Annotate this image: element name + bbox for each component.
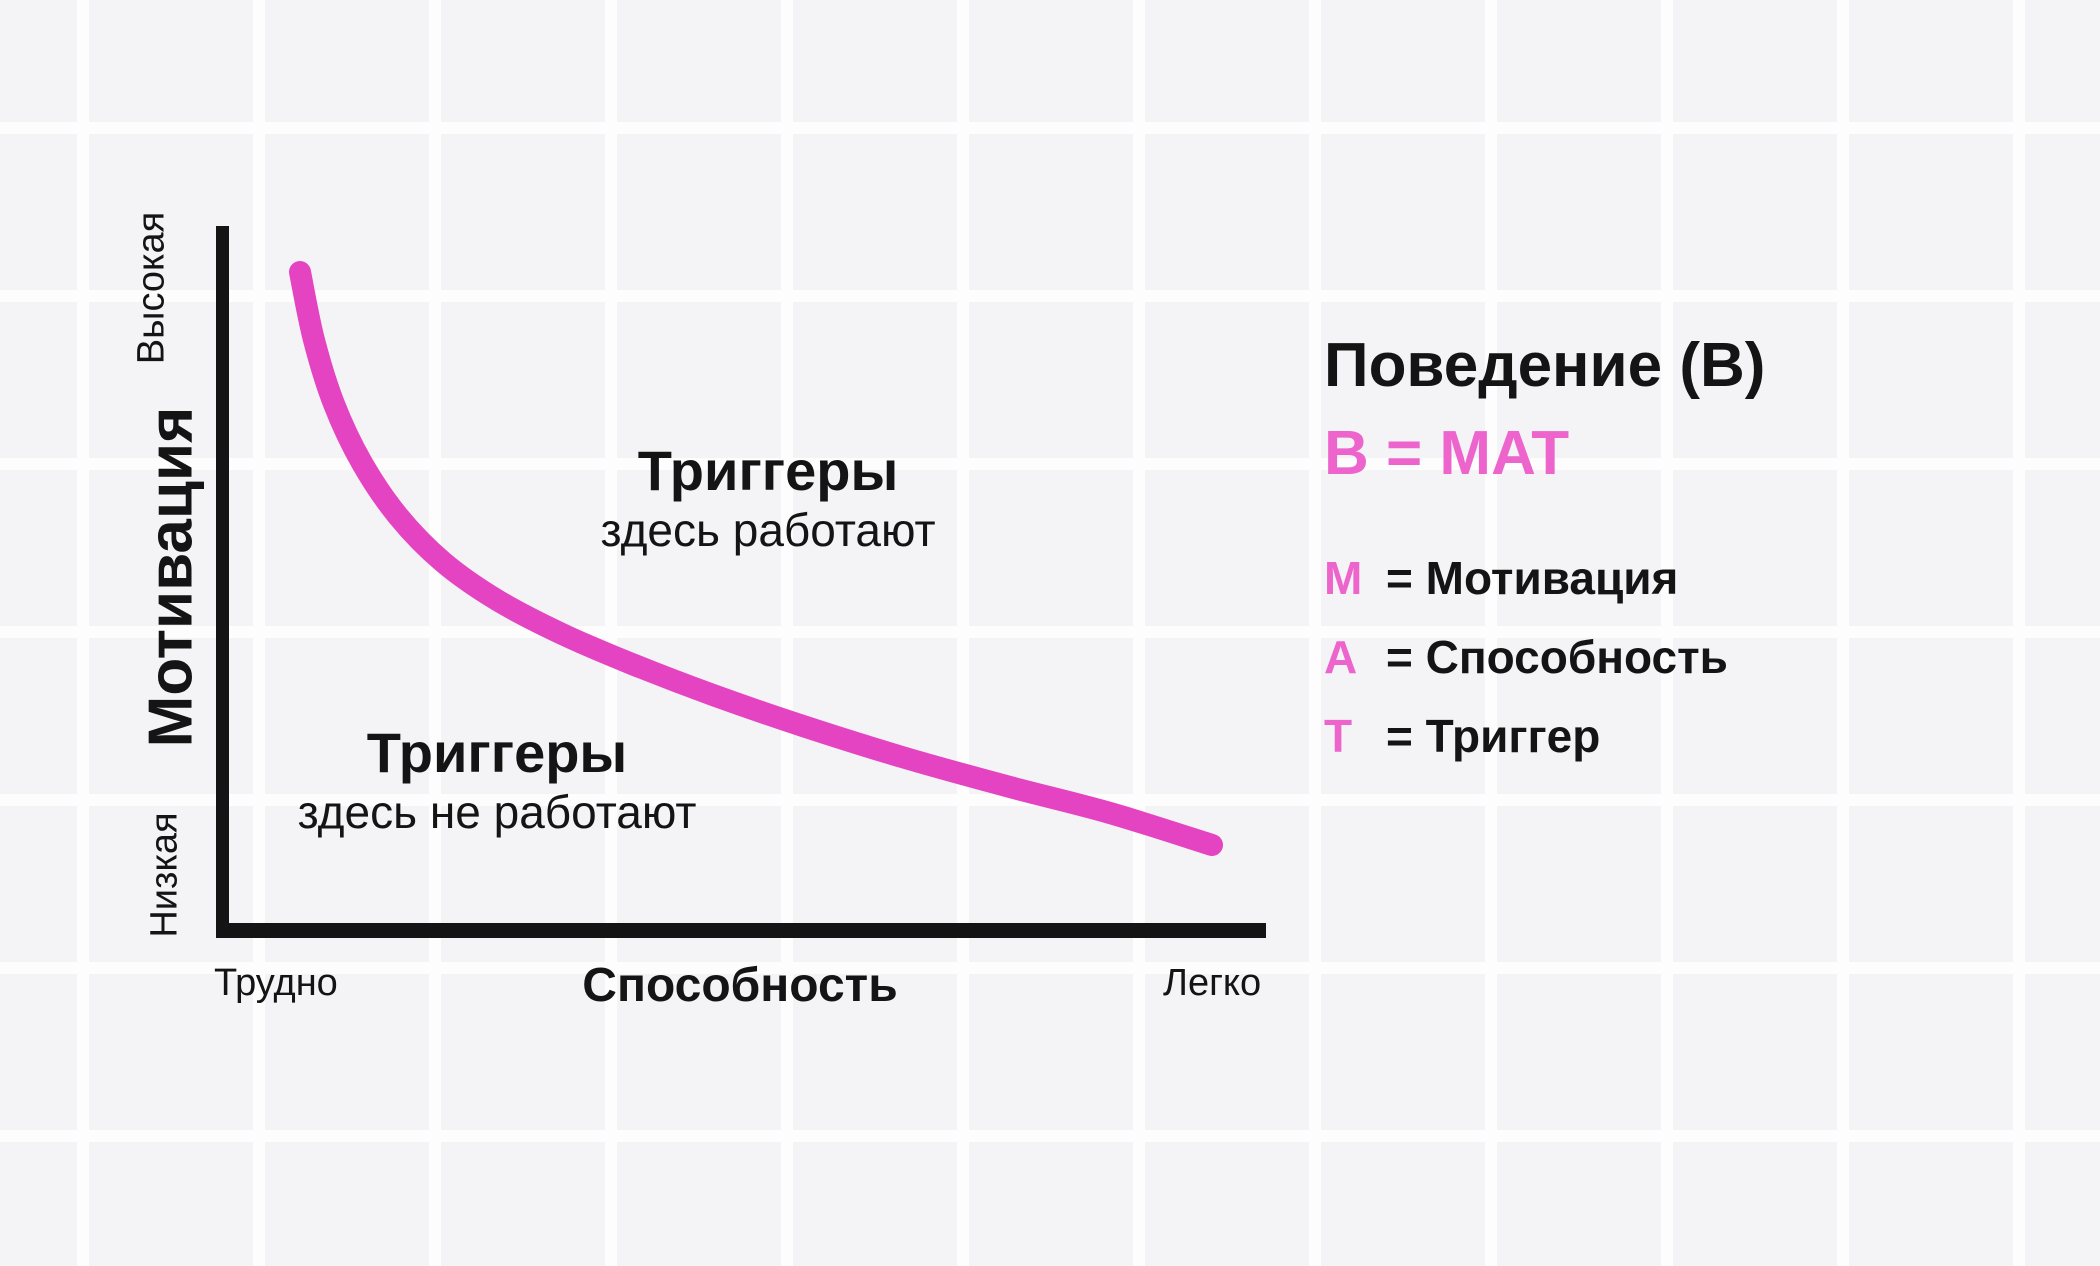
triggers-fail-subtitle: здесь не работают [297,785,697,838]
triggers-work-annotation: Триггеры здесь работают [600,439,936,557]
legend-panel: M = Мотивация A = Способность T = Триггер [1324,550,1728,764]
legend-letter-a: A [1324,631,1358,683]
y-axis-line [216,226,229,938]
y-axis-min-label: Низкая [143,812,186,938]
triggers-fail-title: Триггеры [366,721,628,784]
legend-item-trigger: T = Триггер [1324,708,1728,764]
x-axis-max-label: Легко [1163,962,1262,1004]
legend-letter-t: T [1324,710,1353,762]
y-axis-max-label: Высокая [130,211,173,365]
triggers-work-subtitle: здесь работают [600,503,936,556]
y-axis-title: Мотивация [136,406,206,748]
legend-item-ability: A = Способность [1324,629,1728,685]
legend-definition-ability: = Способность [1386,631,1728,683]
legend-item-motivation: M = Мотивация [1324,550,1728,606]
x-axis-min-label: Трудно [214,962,338,1004]
triggers-fail-annotation: Триггеры здесь не работают [297,721,697,839]
activation-threshold-curve [289,261,1223,856]
legend-definition-trigger: = Триггер [1386,710,1601,762]
behavior-title: Поведение (B) [1324,331,1766,400]
x-axis-line [216,923,1266,938]
triggers-work-title: Триггеры [637,439,899,502]
x-axis-title: Способность [582,959,898,1012]
legend-definition-motivation: = Мотивация [1386,552,1679,604]
legend-letter-m: M [1324,552,1363,604]
behavior-formula: B = MAT [1324,419,1570,488]
